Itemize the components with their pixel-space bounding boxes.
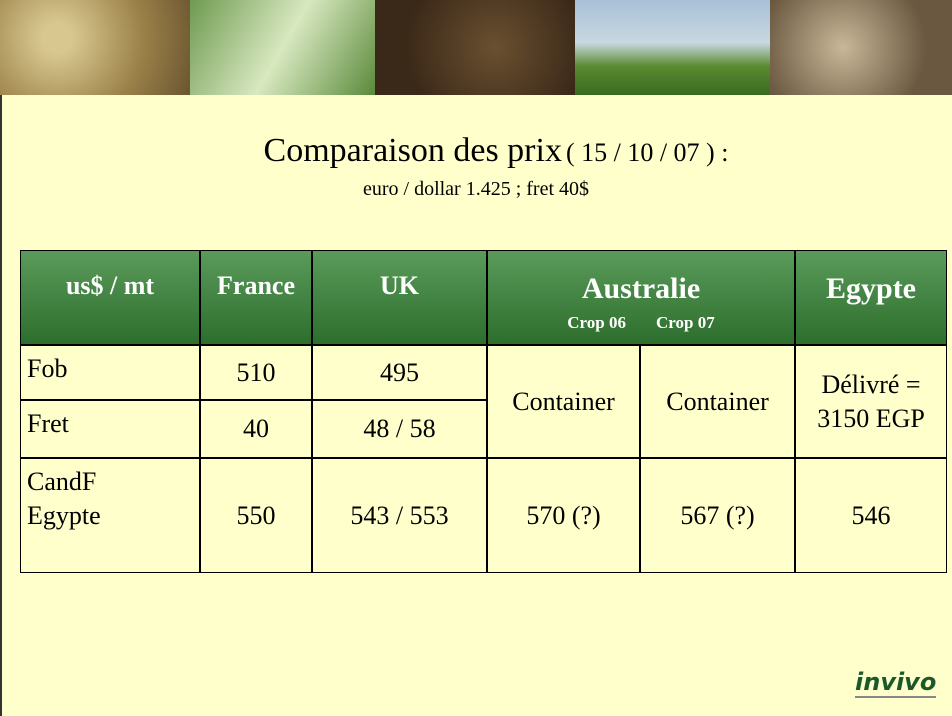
cell-text: Fob: [27, 352, 67, 386]
subheader-text: Crop 07: [656, 312, 715, 334]
subheader-text: Crop 06: [567, 312, 626, 334]
cell-text: Australie: [582, 269, 700, 308]
header-cell: France: [200, 250, 312, 345]
cell: 495: [312, 345, 487, 400]
merged-cell: Délivré =3150 EGP: [795, 345, 947, 458]
header-cell: Australie Crop 06 Crop 07: [487, 250, 795, 345]
cell: 40: [200, 400, 312, 458]
cell-text: 543 / 553: [350, 499, 448, 533]
cell: 570 (?): [487, 458, 640, 573]
cell-text: 48 / 58: [363, 412, 435, 446]
merged-cell: Container: [640, 345, 795, 458]
cell: 510: [200, 345, 312, 400]
cell-text: France: [217, 269, 295, 303]
cell-text: Container: [666, 385, 769, 419]
banner-image: [575, 0, 770, 95]
banner-image: [0, 0, 190, 95]
header-cell: us$ / mt: [20, 250, 200, 345]
header-cell: Egypte: [795, 250, 947, 345]
cell-text: 3150 EGP: [817, 402, 925, 436]
cell: 550: [200, 458, 312, 573]
banner-image: [770, 0, 952, 95]
cell-text: Délivré =: [821, 368, 920, 402]
title-block: Comparaison des prix ( 15 / 10 / 07 ) :: [0, 132, 952, 170]
cell-text: Egypte: [27, 499, 101, 533]
cell-text: 510: [237, 356, 276, 390]
subheader: Crop 06 Crop 07: [567, 312, 714, 334]
cell: 48 / 58: [312, 400, 487, 458]
slide: Comparaison des prix ( 15 / 10 / 07 ) : …: [0, 0, 952, 716]
title: Comparaison des prix: [264, 132, 562, 169]
cell-text: 570 (?): [526, 499, 600, 533]
title-date: ( 15 / 10 / 07 ) :: [566, 138, 729, 167]
cell-text: 546: [852, 499, 891, 533]
cell-text: 567 (?): [680, 499, 754, 533]
subtitle: euro / dollar 1.425 ; fret 40$: [0, 178, 952, 201]
banner-image: [375, 0, 575, 95]
cell-text: us$ / mt: [66, 269, 154, 303]
cell: 546: [795, 458, 947, 573]
cell-text: CandF: [27, 465, 96, 499]
row-label: Fret: [20, 400, 200, 458]
cell-text: Fret: [27, 407, 69, 441]
cell: 567 (?): [640, 458, 795, 573]
merged-cell: Container: [487, 345, 640, 458]
cell: 543 / 553: [312, 458, 487, 573]
cell-text: Container: [512, 385, 615, 419]
cell-text: UK: [380, 269, 419, 303]
cell-text: 550: [237, 499, 276, 533]
logo: invivo: [855, 668, 936, 698]
header-cell: UK: [312, 250, 487, 345]
banner-image: [190, 0, 375, 95]
cell-text: 495: [380, 356, 419, 390]
cell-text: Egypte: [826, 269, 916, 308]
row-label: Fob: [20, 345, 200, 400]
cell-text: 40: [243, 412, 269, 446]
